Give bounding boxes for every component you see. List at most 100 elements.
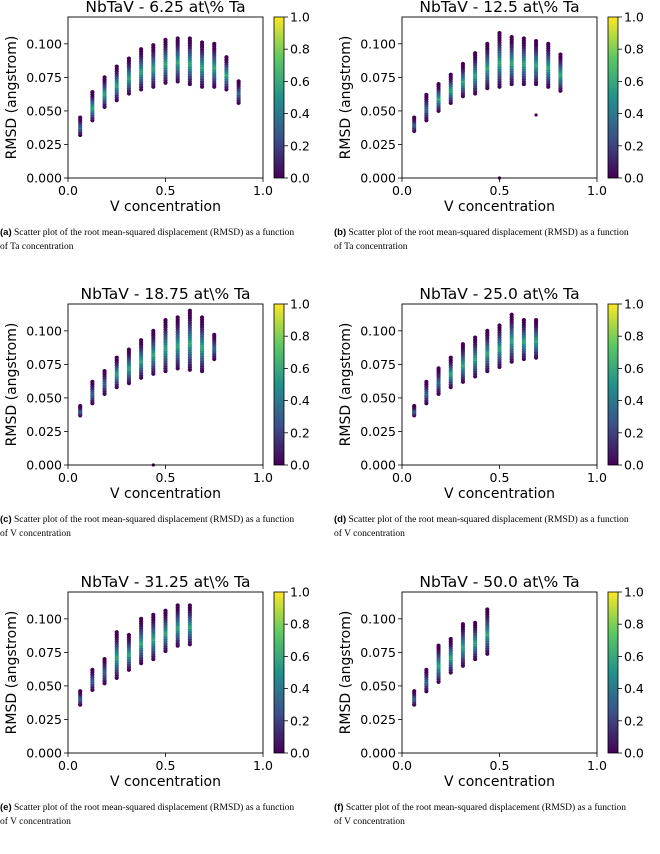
colorbar-tick-label: 0.0 (624, 746, 644, 761)
data-point (473, 335, 478, 340)
colorbar (607, 16, 619, 179)
colorbar-tick-label: 0.8 (624, 329, 644, 344)
data-point (521, 318, 526, 323)
y-tick-label: 0.100 (26, 323, 62, 338)
colorbar-tick-label: 1.0 (290, 10, 310, 25)
x-tick-label: 0.0 (58, 470, 78, 485)
colorbar-tick-label: 0.8 (290, 329, 310, 344)
panel-e: NbTaV - 31.25 at\% Ta 0.000 0.025 0.050 0.07… (0, 575, 320, 854)
y-tick-label: 0.000 (360, 458, 396, 473)
data-point (163, 608, 168, 613)
data-point (236, 79, 241, 84)
data-point (78, 689, 83, 694)
colorbar-tick-label: 0.8 (624, 42, 644, 57)
plot-frame (67, 303, 264, 466)
y-tick-label: 0.025 (360, 424, 396, 439)
colorbar-tick-label: 1.0 (624, 297, 644, 312)
scatter-chart-f: NbTaV - 50.0 at\% Ta 0.000 0.025 0.050 0.075… (338, 575, 644, 790)
x-tick-label: 0.0 (392, 183, 412, 198)
x-axis-label: V concentration (444, 774, 555, 790)
x-tick-label: 0.5 (156, 470, 176, 485)
data-point (114, 355, 119, 360)
data-point (187, 308, 192, 313)
scatter-chart-e: NbTaV - 31.25 at\% Ta 0.000 0.025 0.050 0.07… (4, 575, 310, 790)
data-point (521, 36, 526, 41)
data-point (175, 36, 180, 41)
y-tick-label: 0.075 (360, 70, 396, 85)
data-point (114, 630, 119, 635)
data-point (224, 55, 229, 60)
colorbar-tick-label: 0.0 (624, 171, 644, 186)
data-point (509, 312, 514, 317)
colorbar-tick-label: 0.4 (624, 106, 644, 121)
caption-label: (b) (334, 227, 347, 238)
y-tick-label: 0.100 (360, 36, 396, 51)
caption-label: (e) (0, 802, 12, 813)
data-point (126, 56, 132, 61)
colorbar-tick-label: 0.2 (624, 713, 644, 728)
colorbar-tick-label: 0.6 (290, 361, 310, 376)
caption-f: (f) Scatter plot of the root mean-square… (334, 801, 634, 829)
colorbar-tick-label: 0.8 (624, 617, 644, 632)
data-point (139, 47, 144, 52)
data-point (412, 115, 417, 120)
data-point (199, 315, 205, 320)
scatter-points (412, 312, 539, 418)
colorbar-tick-label: 0.2 (290, 425, 310, 440)
data-point (460, 342, 466, 347)
y-tick-label: 0.000 (26, 746, 62, 761)
colorbar-tick-label: 0.4 (624, 681, 644, 696)
y-tick-label: 0.075 (26, 70, 62, 85)
scatter-points (78, 308, 217, 467)
colorbar-tick-label: 0.8 (290, 42, 310, 57)
y-tick-label: 0.100 (26, 611, 62, 626)
scatter-chart-b: NbTaV - 12.5 at\% Ta 0.000 0.025 0.050 0.075… (338, 0, 644, 215)
y-tick-label: 0.075 (26, 357, 62, 372)
colorbar-tick-label: 1.0 (290, 585, 310, 600)
data-point (412, 689, 417, 694)
data-point (473, 51, 478, 56)
colorbar (273, 16, 285, 179)
data-point (485, 41, 490, 46)
plot-frame (401, 591, 598, 754)
plot-frame (67, 16, 264, 179)
y-tick-label: 0.000 (26, 458, 62, 473)
panel-b: NbTaV - 12.5 at\% Ta 0.000 0.025 0.050 0.075… (334, 0, 654, 279)
colorbar-tick-label: 0.0 (290, 746, 310, 761)
y-axis-label: RMSD (angstrom) (338, 323, 354, 447)
x-tick-label: 0.5 (156, 183, 176, 198)
data-point (187, 603, 192, 608)
data-point (497, 30, 502, 36)
data-point (163, 318, 168, 323)
caption-label: (d) (334, 514, 347, 525)
data-point (78, 115, 83, 120)
y-tick-label: 0.025 (360, 137, 396, 152)
caption-e: (e) Scatter plot of the root mean-square… (0, 801, 300, 829)
caption-b: (b) Scatter plot of the root mean-square… (334, 226, 634, 254)
caption-d: (d) Scatter plot of the root mean-square… (334, 513, 634, 541)
data-point (90, 667, 95, 672)
y-tick-label: 0.050 (360, 390, 396, 405)
y-tick-label: 0.100 (360, 323, 396, 338)
data-point (558, 52, 563, 57)
y-axis-label: RMSD (angstrom) (4, 611, 20, 735)
data-point (436, 643, 441, 648)
data-point (436, 366, 441, 371)
data-point (151, 43, 156, 48)
colorbar-tick-label: 0.6 (290, 649, 310, 664)
data-point (151, 612, 156, 617)
data-point (126, 347, 132, 352)
x-tick-label: 1.0 (253, 758, 273, 773)
colorbar-tick-label: 0.8 (290, 617, 310, 632)
y-tick-label: 0.075 (360, 645, 396, 660)
data-point (509, 35, 514, 40)
y-tick-label: 0.050 (360, 678, 396, 693)
scatter-chart-c: NbTaV - 18.75 at\% Ta 0.000 0.025 0.050 0.07… (4, 287, 310, 502)
colorbar-tick-label: 0.4 (624, 393, 644, 408)
data-point (163, 37, 168, 42)
y-tick-label: 0.000 (360, 171, 396, 186)
chart-title: NbTaV - 12.5 at\% Ta (419, 0, 579, 16)
y-tick-label: 0.025 (26, 424, 62, 439)
data-point (424, 379, 429, 384)
x-tick-label: 1.0 (587, 758, 607, 773)
